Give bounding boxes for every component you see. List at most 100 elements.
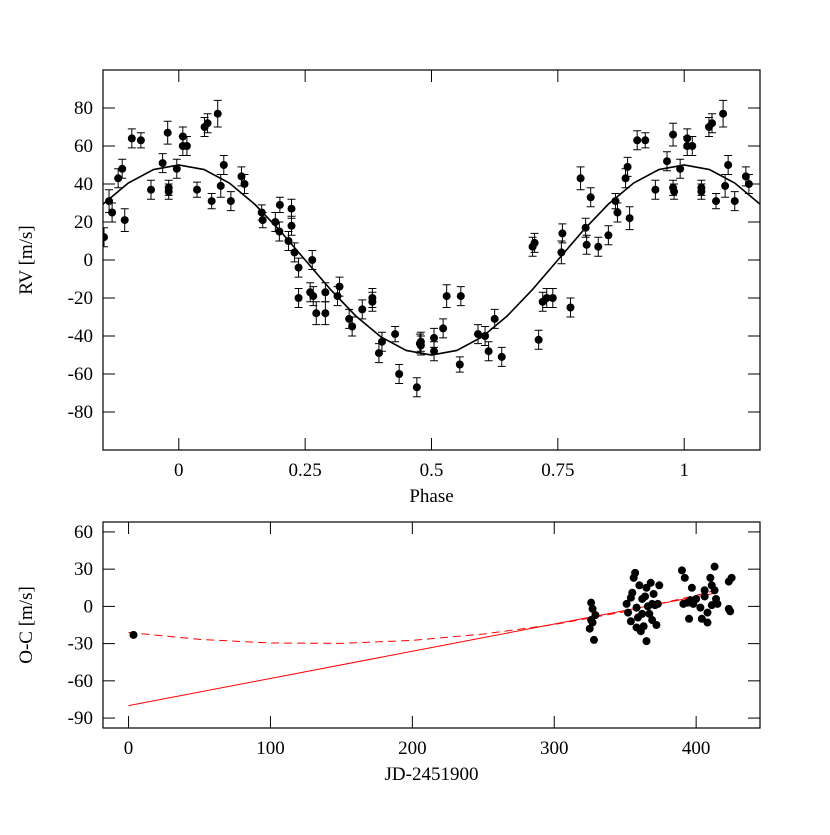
- data-point: [207, 197, 216, 206]
- data-point: [623, 162, 632, 171]
- data-point: [164, 187, 173, 196]
- data-point: [633, 136, 642, 145]
- data-point: [163, 128, 172, 137]
- data-point: [703, 618, 712, 627]
- data-point: [631, 568, 640, 577]
- data-point: [635, 581, 644, 590]
- data-point: [308, 256, 317, 264]
- data-point: [309, 292, 318, 301]
- data-point: [358, 305, 367, 314]
- x-axis-label: Phase: [409, 486, 453, 507]
- data-point: [158, 159, 167, 168]
- data-point: [625, 214, 634, 223]
- data-point: [685, 614, 694, 623]
- data-point: [127, 134, 136, 143]
- y-axis-label: RV [m/s]: [16, 225, 37, 294]
- data-point: [271, 218, 280, 226]
- data-point: [391, 330, 400, 339]
- data-point: [706, 573, 715, 582]
- data-point: [676, 164, 685, 173]
- data-point: [581, 223, 590, 232]
- data-point: [534, 335, 543, 344]
- data-point: [649, 589, 658, 598]
- data-point: [219, 161, 228, 169]
- data-point: [558, 229, 567, 238]
- data-point: [670, 187, 679, 196]
- y-tick-label: -40: [68, 326, 93, 347]
- x-tick-label: 0: [174, 460, 184, 481]
- data-point: [172, 164, 181, 173]
- data-point: [641, 592, 650, 601]
- data-point: [490, 314, 499, 323]
- data-point: [727, 573, 736, 582]
- x-tick-label: 400: [682, 738, 711, 759]
- data-point: [548, 294, 557, 302]
- data-point: [724, 604, 733, 613]
- data-point: [456, 292, 465, 301]
- data-point: [730, 197, 739, 206]
- y-tick-label: 20: [74, 212, 93, 233]
- data-point: [645, 609, 654, 618]
- y-tick-label: -80: [68, 402, 93, 423]
- data-point: [118, 164, 127, 173]
- data-point: [628, 588, 637, 597]
- data-point: [621, 174, 630, 183]
- data-point: [108, 208, 117, 217]
- y-axis-label: O-C [m/s]: [16, 586, 37, 664]
- data-point: [103, 233, 109, 242]
- data-point: [712, 197, 721, 206]
- data-point: [290, 248, 299, 257]
- data-point: [587, 598, 596, 607]
- data-point: [669, 130, 678, 139]
- data-point: [321, 309, 330, 318]
- data-point: [484, 347, 493, 356]
- data-point: [287, 204, 296, 213]
- data-point: [557, 248, 566, 257]
- data-point: [700, 586, 709, 595]
- data-point: [213, 109, 222, 118]
- data-point: [638, 609, 647, 618]
- data-point: [240, 180, 249, 188]
- data-point: [626, 617, 635, 626]
- y-tick-label: 40: [74, 174, 93, 195]
- data-point: [585, 624, 594, 633]
- data-point: [646, 578, 655, 587]
- data-point: [588, 618, 597, 627]
- x-tick-label: 300: [540, 738, 569, 759]
- data-point: [455, 360, 464, 369]
- x-tick-label: 0.25: [289, 460, 322, 481]
- data-point: [258, 216, 267, 225]
- data-point: [335, 282, 344, 291]
- data-point: [707, 119, 716, 128]
- data-point: [588, 604, 597, 613]
- data-point: [412, 383, 421, 392]
- y-tick-label: 80: [74, 98, 93, 119]
- data-point: [611, 197, 620, 206]
- model-line: [128, 592, 718, 707]
- data-point: [696, 603, 705, 612]
- data-point: [653, 599, 662, 608]
- data-point: [642, 637, 651, 646]
- data-point: [136, 136, 145, 145]
- data-point: [226, 197, 235, 206]
- data-point: [639, 622, 648, 631]
- y-tick-label: -60: [68, 671, 93, 692]
- data-point: [294, 294, 303, 302]
- data-point: [582, 240, 591, 249]
- data-point: [697, 187, 706, 196]
- y-tick-label: -30: [68, 634, 93, 655]
- y-tick-label: 60: [74, 522, 93, 543]
- data-point: [284, 237, 293, 245]
- data-point: [430, 347, 439, 356]
- data-point: [566, 303, 575, 312]
- y-tick-label: -60: [68, 364, 93, 385]
- data-point: [321, 288, 330, 297]
- data-point: [589, 635, 598, 644]
- data-point: [622, 599, 631, 608]
- data-point: [624, 608, 633, 617]
- data-point: [697, 614, 706, 623]
- data-point: [114, 174, 123, 183]
- data-point: [613, 208, 622, 217]
